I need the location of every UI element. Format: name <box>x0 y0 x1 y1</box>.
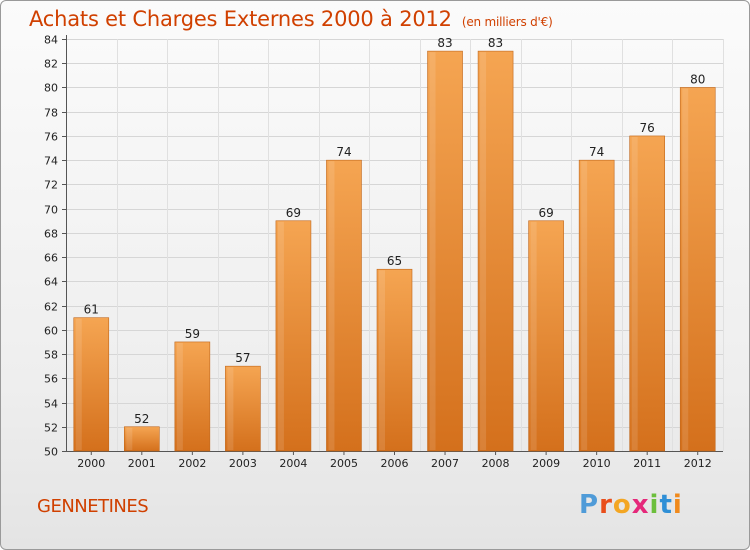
bar-2004 <box>275 220 312 452</box>
y-tick-label: 68 <box>44 228 58 241</box>
bar-2002 <box>174 341 211 452</box>
bar-2008 <box>477 50 514 452</box>
bar-highlight <box>429 52 436 450</box>
bar-highlight <box>682 88 689 451</box>
labels: 61 2000 52 2001 59 2002 57 2003 69 2004 74 2005 65 20… <box>77 36 711 470</box>
bar-highlight <box>75 318 82 450</box>
logo-letter: P <box>579 490 600 520</box>
value-label-2008: 83 <box>488 36 503 50</box>
y-tick-label: 58 <box>44 349 58 362</box>
value-label-2006: 65 <box>387 254 402 268</box>
logo-letter: i <box>649 490 660 520</box>
bar-highlight <box>480 52 487 450</box>
commune-name: GENNETINES <box>37 496 149 517</box>
value-label-2001: 52 <box>134 412 149 426</box>
y-tick-label: 64 <box>44 276 58 289</box>
x-tick-label-2006: 2006 <box>381 457 409 470</box>
y-tick-label: 66 <box>44 252 58 265</box>
y-tick-label: 62 <box>44 301 58 314</box>
x-tick-label-2010: 2010 <box>583 457 611 470</box>
x-tick-label-2009: 2009 <box>532 457 560 470</box>
value-label-2002: 59 <box>185 327 200 341</box>
y-tick-label: 70 <box>44 204 58 217</box>
y-tick-label: 50 <box>44 446 58 459</box>
bar-highlight <box>176 342 183 450</box>
value-label-2007: 83 <box>437 36 452 50</box>
y-tick-label: 56 <box>44 373 58 386</box>
logo-letter: r <box>599 490 613 520</box>
x-tick-label-2001: 2001 <box>128 457 156 470</box>
bar-2000 <box>73 317 110 452</box>
axes: 50 52 54 56 58 60 62 64 66 68 70 72 74 76 78 80 82 84 <box>44 34 723 459</box>
y-tick-label: 84 <box>44 34 58 47</box>
bar-2001 <box>124 426 160 452</box>
bar-highlight <box>379 270 385 450</box>
bar-2011 <box>629 135 665 452</box>
proxiti-logo: Proxiti <box>579 490 683 520</box>
value-label-2005: 74 <box>336 145 351 159</box>
chart-subtitle: (en milliers d'€) <box>461 15 553 29</box>
x-tick-label-2007: 2007 <box>431 457 459 470</box>
y-tick-label: 72 <box>44 179 58 192</box>
x-tick-label-2004: 2004 <box>279 457 307 470</box>
bar-2003 <box>225 365 261 452</box>
logo-letter: o <box>612 490 632 520</box>
bar-2005 <box>326 159 362 452</box>
chart-title-text: Achats et Charges Externes 2000 à 2012 <box>29 7 452 31</box>
y-tick-label: 82 <box>44 58 58 71</box>
y-tick-label: 54 <box>44 398 58 411</box>
x-tick-label-2011: 2011 <box>633 457 661 470</box>
bar-highlight <box>277 221 284 450</box>
bar-highlight <box>227 367 234 450</box>
x-tick-label-2008: 2008 <box>482 457 510 470</box>
y-tick-label: 52 <box>44 422 58 435</box>
bar-2010 <box>578 159 615 452</box>
logo-letter: x <box>631 490 650 520</box>
x-tick-label-2000: 2000 <box>77 457 105 470</box>
value-label-2004: 69 <box>286 206 301 220</box>
y-tick-label: 76 <box>44 131 58 144</box>
bar-highlight <box>581 161 588 451</box>
x-tick-label-2003: 2003 <box>229 457 257 470</box>
logo-letter: i <box>672 490 683 520</box>
bar-2006 <box>376 268 413 452</box>
y-tick-label: 80 <box>44 82 58 95</box>
value-label-2000: 61 <box>84 303 99 317</box>
x-tick-label-2012: 2012 <box>684 457 712 470</box>
bar-highlight <box>126 427 133 450</box>
x-tick-label-2005: 2005 <box>330 457 358 470</box>
logo-letter: t <box>659 490 673 520</box>
bar-highlight <box>631 136 638 451</box>
bars <box>73 50 716 452</box>
value-label-2012: 80 <box>690 72 705 86</box>
value-label-2003: 57 <box>235 351 250 365</box>
value-label-2009: 69 <box>538 206 553 220</box>
y-tick-label: 60 <box>44 325 58 338</box>
value-label-2010: 74 <box>589 145 604 159</box>
bar-2007 <box>427 50 463 452</box>
value-label-2011: 76 <box>640 121 655 135</box>
y-tick-label: 78 <box>44 107 58 120</box>
bar-highlight <box>328 161 335 451</box>
chart-title: Achats et Charges Externes 2000 à 2012 (e… <box>29 7 553 31</box>
y-tick-label: 74 <box>44 155 58 168</box>
bar-2012 <box>679 87 716 452</box>
bar-highlight <box>530 221 537 450</box>
bar-2009 <box>528 220 564 452</box>
x-tick-label-2002: 2002 <box>178 457 206 470</box>
